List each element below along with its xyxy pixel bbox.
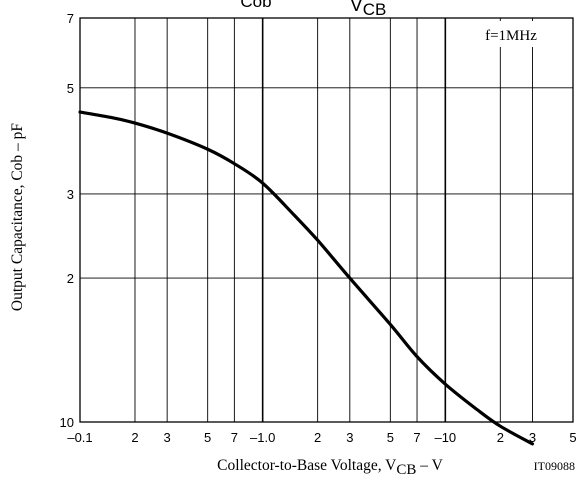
data-point [206,148,209,151]
data-point [499,425,502,428]
title-fragment-right-sub: CB [363,0,387,19]
x-tick-label: 5 [569,430,576,445]
data-point [476,408,479,411]
title-fragment-left: Cob [240,0,271,11]
x-tick-label: –1.0 [250,430,275,445]
y-axis-label: Output Capacitance, Cob – pF [9,123,26,311]
x-tick-label: 3 [164,430,171,445]
x-tick-labels: –0.1 2 3 5 7 –1.0 2 3 5 7 –10 2 3 5 [67,430,576,445]
y-tick-label: 10 [60,415,74,430]
data-point [531,442,534,445]
x-tick-label: –10 [434,430,456,445]
x-axis-label-sub: CB [396,462,416,478]
figure-code: IT09088 [534,459,575,473]
data-point [233,162,236,165]
x-tick-label: 7 [231,430,238,445]
plot-frame [79,17,574,423]
y-tick-label: 2 [67,271,74,286]
annotation-box [470,21,559,47]
y-tick-label: 3 [67,187,74,202]
data-point [444,383,447,386]
data-point [111,116,114,119]
x-tick-label: 3 [529,430,536,445]
data-point [79,111,82,114]
x-axis-label-unit: – V [416,457,443,474]
annotation: f=1MHz [485,28,537,44]
data-point [389,323,392,326]
data-point [261,182,264,185]
x-tick-label: 2 [131,430,138,445]
y-tick-labels: 10 2 3 5 7 [60,11,74,430]
x-tick-label: 7 [413,430,420,445]
x-tick-label: 5 [204,430,211,445]
x-axis-label: Collector-to-Base Voltage, VCB – V [217,457,443,478]
data-point [348,277,351,280]
x-tick-label: 5 [387,430,394,445]
grid [80,18,573,422]
data-point [166,132,169,135]
x-tick-label: 2 [314,430,321,445]
data-point [133,122,136,125]
y-tick-label: 5 [67,81,74,96]
data-point [316,239,319,242]
x-axis-label-main: Collector-to-Base Voltage, V [217,457,397,474]
data-point [293,214,296,217]
title-fragment-right-main: V [350,0,363,16]
x-tick-label: 3 [346,430,353,445]
y-tick-label: 7 [67,11,74,26]
title-fragment-right: VCB [350,0,386,19]
x-tick-label: 2 [497,430,504,445]
x-tick-label: –0.1 [67,430,92,445]
data-point [416,355,419,358]
series-line [78,110,535,446]
